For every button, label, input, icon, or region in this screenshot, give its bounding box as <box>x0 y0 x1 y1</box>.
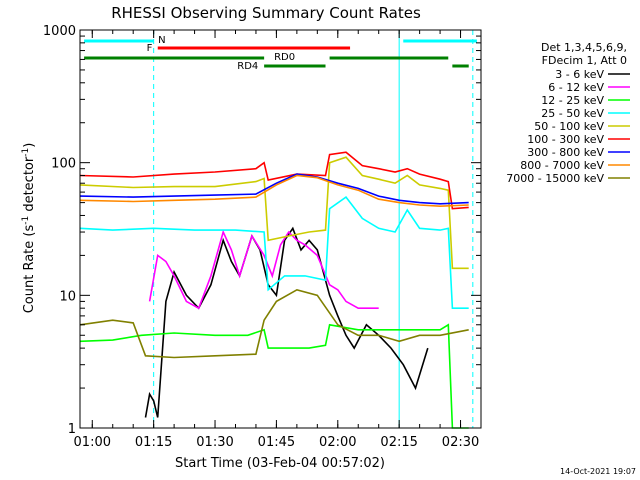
series-line-1 <box>144 226 429 418</box>
plot-frame <box>79 29 482 429</box>
legend-label-2: 6 - 12 keV <box>548 81 604 94</box>
legend-header-line-1: Det 1,3,4,5,6,9, <box>541 41 627 54</box>
plot-area: NF RD0 RD4 <box>79 30 477 429</box>
x-axis-label: Start Time (03-Feb-04 00:57:02) <box>175 456 385 471</box>
y-axis: 1 10 100 1000 <box>43 24 481 437</box>
legend-header-line-2: FDecim 1, Att 0 <box>542 54 627 67</box>
x-tick-label-7: 02:30 <box>442 435 479 450</box>
x-tick-label-5: 02:00 <box>319 435 356 450</box>
series-line-3 <box>79 323 469 429</box>
legend-label-9: 7000 - 15000 keV <box>506 172 604 185</box>
legend-label-5: 50 - 100 keV <box>534 120 604 133</box>
series-line-4 <box>79 196 469 309</box>
y-tick-label-4: 1000 <box>43 24 76 39</box>
timestamp: 14-Oct-2021 19:07 <box>560 467 636 476</box>
legend-label-1: 3 - 6 keV <box>555 68 604 81</box>
legend-label-8: 800 - 7000 keV <box>520 159 604 172</box>
legend-label-3: 12 - 25 keV <box>541 94 604 107</box>
legend-label-4: 25 - 50 keV <box>541 107 604 120</box>
status-bar-label-rd0: RD0 <box>274 52 295 63</box>
y-tick-label-2: 10 <box>59 289 76 304</box>
status-bar-label-rd4: RD4 <box>237 61 258 72</box>
y-axis-label: Count Rate (s-1 detector-1) <box>21 143 37 314</box>
series-line-6 <box>79 151 469 210</box>
x-tick-label-1: 01:00 <box>74 435 111 450</box>
y-tick-label-1: 1 <box>68 422 76 437</box>
series-line-9 <box>79 288 469 359</box>
x-tick-label-4: 01:45 <box>258 435 295 450</box>
x-tick-label-3: 01:30 <box>196 435 233 450</box>
legend-label-7: 300 - 800 keV <box>527 146 604 159</box>
x-tick-label-6: 02:15 <box>380 435 417 450</box>
legend-label-6: 100 - 300 keV <box>527 133 604 146</box>
legend: Det 1,3,4,5,6,9, FDecim 1, Att 0 3 - 6 k… <box>506 41 630 185</box>
status-bar-label-f: F <box>147 43 153 54</box>
chart-title: RHESSI Observing Summary Count Rates <box>111 4 421 22</box>
status-bar-label-n: N <box>158 35 165 46</box>
series-line-2 <box>148 229 379 310</box>
series-line-8 <box>79 174 469 208</box>
series-line-5 <box>79 156 469 270</box>
x-axis: 01:00 01:15 01:30 01:45 02:00 02:15 02:30 <box>74 30 482 450</box>
y-tick-label-3: 100 <box>51 157 76 172</box>
x-tick-label-2: 01:15 <box>135 435 172 450</box>
